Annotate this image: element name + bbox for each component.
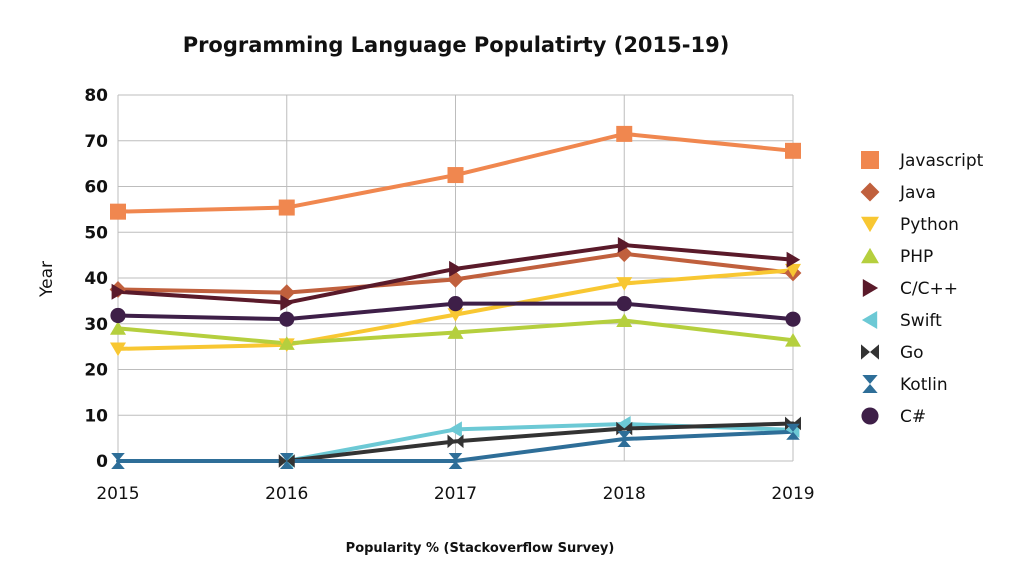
data-point-python: [110, 342, 126, 357]
legend-label-python: Python: [900, 215, 959, 235]
legend-marker-java: [860, 182, 880, 202]
data-point-python: [616, 277, 633, 291]
data-point-c-: [279, 311, 295, 327]
y-tick-label: 0: [96, 452, 108, 472]
data-point-php: [278, 336, 295, 350]
data-point-javascript: [447, 167, 464, 184]
data-point-go: [785, 416, 801, 431]
y-axis-label: Year: [37, 261, 57, 298]
data-point-javascript: [110, 203, 126, 220]
data-point-kotlin: [279, 453, 294, 469]
legend-marker-go: [861, 344, 879, 360]
data-point-php: [447, 325, 464, 339]
data-point-python: [447, 308, 464, 322]
data-point-php: [110, 321, 126, 335]
data-point-c-c-: [449, 260, 463, 277]
data-point-c-: [447, 296, 464, 312]
legend-marker-php: [861, 247, 879, 264]
y-tick-label: 60: [84, 178, 108, 198]
series-line-swift: [284, 421, 795, 463]
legend-label-swift: Swift: [900, 311, 942, 331]
legend-marker-swift: [861, 311, 878, 329]
y-axis-ticks: 0 10 20 30 40 50 60 70 80: [84, 86, 108, 472]
legend-label-c-: C#: [900, 407, 926, 427]
legend-marker-javascript: [861, 151, 879, 169]
data-point-php: [616, 313, 633, 327]
x-tick-label: 2015: [96, 484, 139, 504]
data-point-swift: [448, 421, 462, 438]
x-tick-label: 2016: [265, 484, 308, 504]
series-markers: [109, 125, 802, 469]
legend-label-java: Java: [899, 183, 936, 203]
x-tick-label: 2017: [434, 484, 477, 504]
y-tick-label: 20: [84, 361, 108, 381]
data-point-javascript: [785, 142, 801, 159]
data-point-c-c-: [617, 237, 632, 254]
data-point-c-: [785, 311, 801, 327]
data-point-python: [785, 263, 801, 278]
legend-marker-c-: [861, 407, 879, 425]
legend: Javascript Java Python PHP C/C++ Swift Go Kotli…: [860, 151, 984, 427]
y-tick-label: 40: [84, 269, 108, 289]
legend-label-c-c-: C/C++: [900, 279, 958, 299]
y-tick-label: 50: [84, 223, 108, 243]
y-tick-label: 80: [84, 86, 108, 106]
legend-marker-c-c-: [862, 279, 879, 297]
data-point-c-: [110, 307, 126, 324]
x-tick-label: 2019: [771, 484, 814, 504]
data-point-c-c-: [280, 294, 294, 311]
data-point-kotlin: [786, 423, 800, 440]
data-point-java: [447, 270, 464, 288]
y-tick-label: 10: [84, 406, 108, 426]
data-point-c-: [616, 296, 632, 312]
legend-marker-python: [861, 216, 879, 233]
data-point-java: [615, 245, 633, 263]
y-tick-label: 70: [84, 132, 108, 152]
data-point-go: [616, 421, 633, 436]
x-axis-label: Popularity % (Stackoverflow Survey): [346, 541, 615, 556]
series-line-go: [284, 421, 795, 463]
series-line-kotlin: [116, 429, 795, 463]
data-point-go: [278, 454, 295, 468]
legend-marker-kotlin: [862, 375, 878, 393]
chart-title: Programming Language Populatirty (2015-1…: [183, 33, 730, 57]
data-point-kotlin: [617, 431, 632, 448]
legend-label-kotlin: Kotlin: [900, 375, 948, 395]
data-point-c-c-: [111, 283, 126, 300]
y-tick-label: 30: [84, 315, 108, 335]
data-point-go: [447, 434, 464, 449]
x-axis-ticks: 2015 2016 2017 2018 2019: [96, 484, 814, 504]
data-point-php: [785, 333, 801, 347]
x-tick-label: 2018: [603, 484, 646, 504]
data-point-kotlin: [111, 453, 125, 469]
data-point-javascript: [278, 199, 295, 216]
data-point-c-c-: [786, 251, 801, 268]
data-point-javascript: [616, 125, 633, 142]
legend-label-php: PHP: [900, 247, 933, 267]
data-point-kotlin: [448, 453, 463, 469]
legend-label-javascript: Javascript: [899, 151, 984, 171]
legend-label-go: Go: [900, 343, 924, 363]
